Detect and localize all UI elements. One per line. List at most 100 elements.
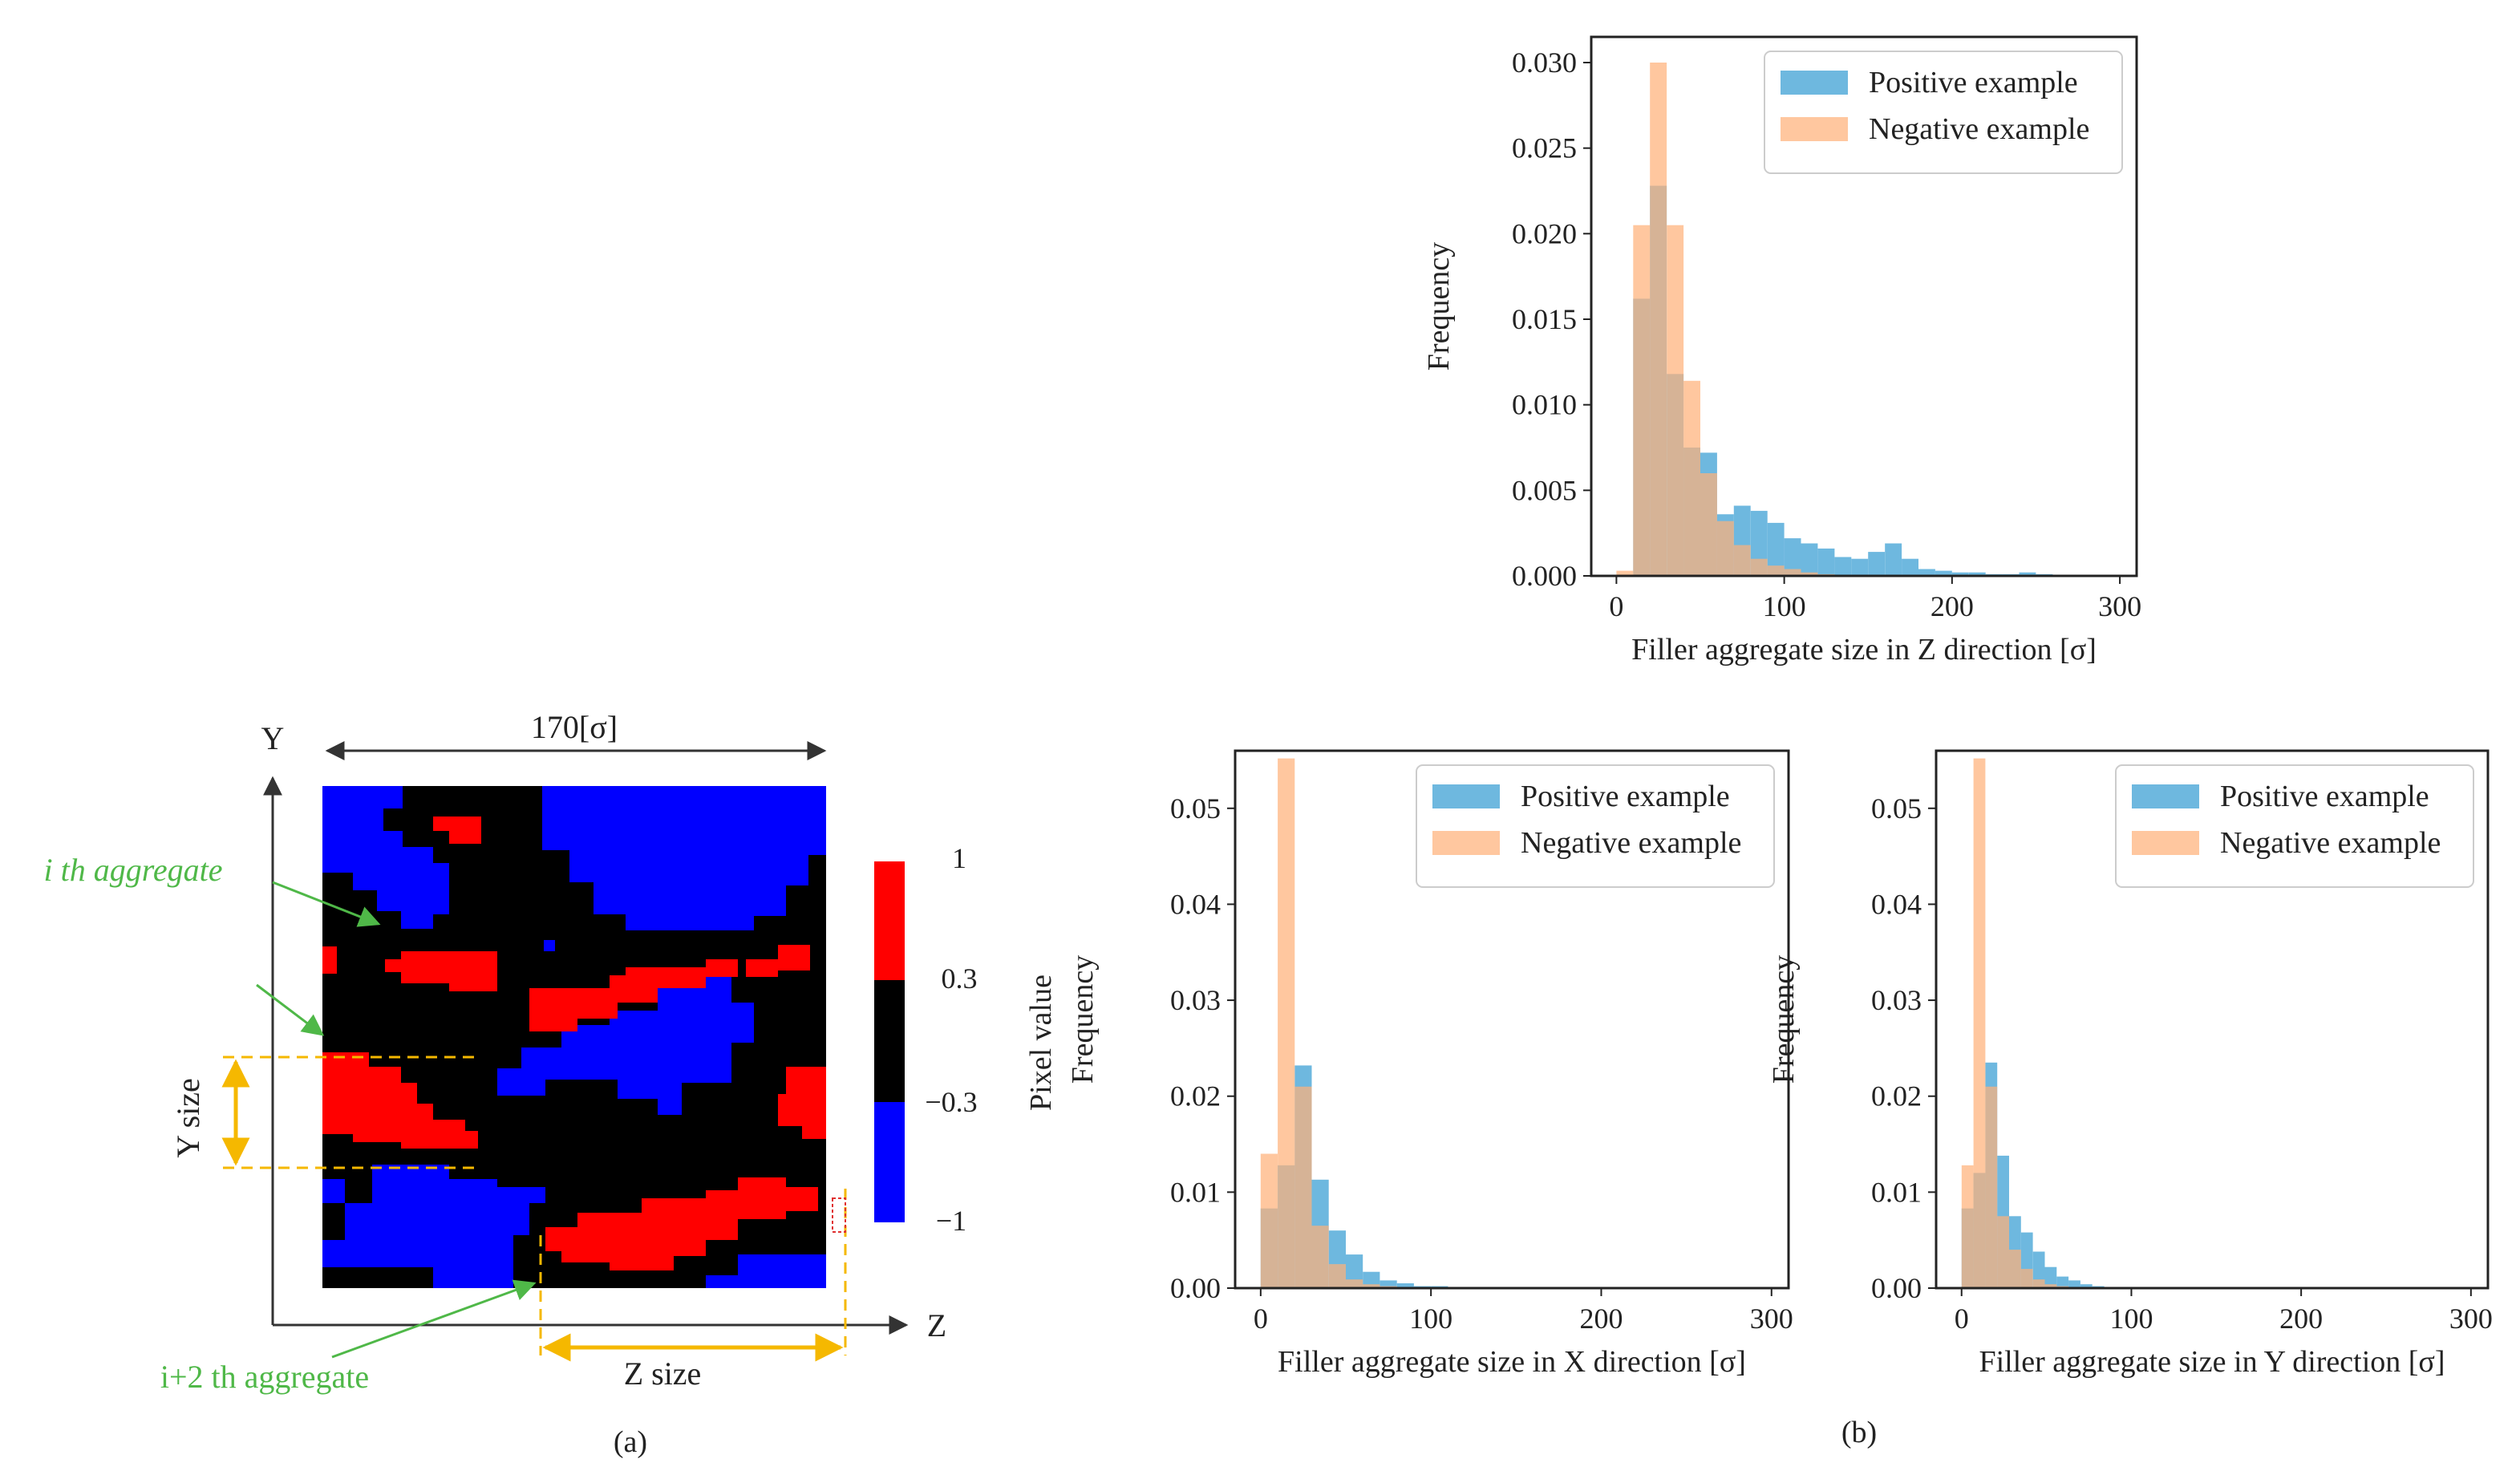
positive-bar <box>1396 1283 1414 1288</box>
negative-bar <box>1278 758 1295 1288</box>
negative-bar <box>2020 1269 2033 1288</box>
blue-region <box>706 1254 826 1288</box>
positive-bar <box>1968 572 1986 576</box>
ith-aggregate-arrow-2 <box>256 983 325 1036</box>
y-tick-label: 0.05 <box>1871 792 1922 825</box>
colorbar-red <box>874 861 905 980</box>
positive-bar <box>1801 543 1818 576</box>
blue-region <box>322 1165 545 1288</box>
positive-bar <box>1902 558 1918 576</box>
red-region <box>529 959 738 1031</box>
x-tick-label: 0 <box>1609 590 1623 622</box>
negative-bar <box>1311 1226 1329 1288</box>
legend-swatch-positive <box>2132 784 2199 808</box>
series-negative <box>1616 63 1835 576</box>
positive-bar <box>1851 558 1869 576</box>
red-region <box>545 1177 818 1270</box>
i2th-aggregate-label: i+2 th aggregate <box>160 1359 369 1395</box>
negative-bar <box>1294 1086 1312 1289</box>
colorbar-label: Pixel value <box>1024 975 1058 1111</box>
colorbar: 1 0.3 −0.3 −1 Pixel value <box>874 842 1058 1237</box>
positive-bar <box>2019 572 2036 576</box>
red-region <box>778 1067 826 1139</box>
positive-bar <box>1935 570 1952 576</box>
colorbar-blue <box>874 1102 905 1222</box>
positive-bar <box>1918 569 1935 576</box>
y-tick-label: 0.01 <box>1170 1176 1221 1208</box>
positive-bar <box>2032 1251 2045 1288</box>
negative-bar <box>1260 1153 1278 1288</box>
negative-bar <box>1767 565 1785 576</box>
x-tick-label: 100 <box>1409 1303 1452 1335</box>
z-size-marker <box>832 1197 846 1233</box>
plot-frame <box>1935 749 2490 1290</box>
blue-region <box>497 970 754 1115</box>
panel-b-caption: (b) <box>1841 1416 1877 1449</box>
hist_x-chart: 0.00 0.01 0.02 0.03 0.04 0.05 0 100 200 300Filler… <box>1066 749 1793 1379</box>
x-tick-label: 200 <box>1931 590 1974 622</box>
y-tick-label: 0.00 <box>1871 1272 1922 1304</box>
y-size-label: Y size <box>170 1078 206 1158</box>
colorbar-tick-2: 0.3 <box>942 962 978 995</box>
positive-bar <box>1868 552 1886 576</box>
legend-swatch-positive <box>1781 71 1848 95</box>
panel-a: Y Z 170[σ] Y s <box>44 709 1058 1459</box>
y-axis-label: Frequency <box>1066 955 1100 1084</box>
red-region <box>385 951 497 991</box>
negative-bar <box>2032 1279 2045 1288</box>
positive-bar <box>1767 522 1785 576</box>
hist_y-chart: 0.00 0.01 0.02 0.03 0.04 0.05 0 100 200 300Filler… <box>1767 749 2493 1379</box>
y-tick-label: 0.000 <box>1512 560 1577 592</box>
x-tick-label: 300 <box>1750 1303 1793 1335</box>
negative-bar <box>1346 1279 1363 1288</box>
negative-bar <box>1716 521 1734 576</box>
colorbar-black <box>874 980 905 1102</box>
y-tick-label: 0.005 <box>1512 474 1577 506</box>
y-tick-label: 0.04 <box>1871 888 1922 920</box>
plot-frame <box>1590 35 2138 577</box>
negative-bar <box>1997 1216 2009 1288</box>
legend-swatch-negative <box>1781 117 1848 141</box>
y-tick-label: 0.015 <box>1512 303 1577 335</box>
negative-bar <box>1801 572 1818 576</box>
x-tick-label: 0 <box>1955 1303 1969 1335</box>
negative-bar <box>1750 558 1768 576</box>
legend: Positive example Negative example <box>1416 764 1775 888</box>
red-region <box>746 945 810 977</box>
blue-region <box>544 940 555 951</box>
legend: Positive example Negative example <box>1764 51 2123 174</box>
x-tick-label: 300 <box>2449 1303 2493 1335</box>
y-tick-label: 0.04 <box>1170 888 1221 920</box>
blue-region <box>322 1179 345 1203</box>
colorbar-tick-1: 1 <box>952 842 966 874</box>
positive-bar <box>2056 1276 2069 1288</box>
y-tick-label: 0.03 <box>1170 984 1221 1016</box>
width-label: 170[σ] <box>531 709 618 745</box>
positive-bar <box>1817 548 1835 576</box>
legend-box <box>1764 51 2123 174</box>
y-tick-label: 0.01 <box>1871 1176 1922 1208</box>
y-tick-label: 0.030 <box>1512 47 1577 79</box>
x-tick-label: 200 <box>1579 1303 1623 1335</box>
panel-a-caption: (a) <box>614 1425 647 1459</box>
z-size-label: Z size <box>624 1355 702 1392</box>
y-tick-label: 0.010 <box>1512 389 1577 421</box>
positive-bar <box>1380 1280 1397 1288</box>
y-axis-label: Frequency <box>1767 955 1801 1084</box>
plot-frame <box>1234 749 1790 1290</box>
legend-box <box>1416 764 1775 888</box>
positive-bar <box>1885 543 1902 576</box>
colorbar-tick-3: −0.3 <box>925 1086 977 1118</box>
colorbar-tick-4: −1 <box>936 1205 966 1237</box>
x-tick-label: 100 <box>1763 590 1806 622</box>
red-region <box>322 1052 478 1149</box>
legend-label-positive: Positive example <box>1521 780 1730 813</box>
y-tick-label: 0.03 <box>1871 984 1922 1016</box>
legend-label-negative: Negative example <box>2220 826 2441 860</box>
x-axis-label: Filler aggregate size in Y direction [σ] <box>1979 1345 2445 1379</box>
legend-swatch-negative <box>2132 831 2199 855</box>
legend-swatch-positive <box>1432 784 1500 808</box>
x-tick-label: 100 <box>2109 1303 2153 1335</box>
y-tick-label: 0.020 <box>1512 217 1577 249</box>
